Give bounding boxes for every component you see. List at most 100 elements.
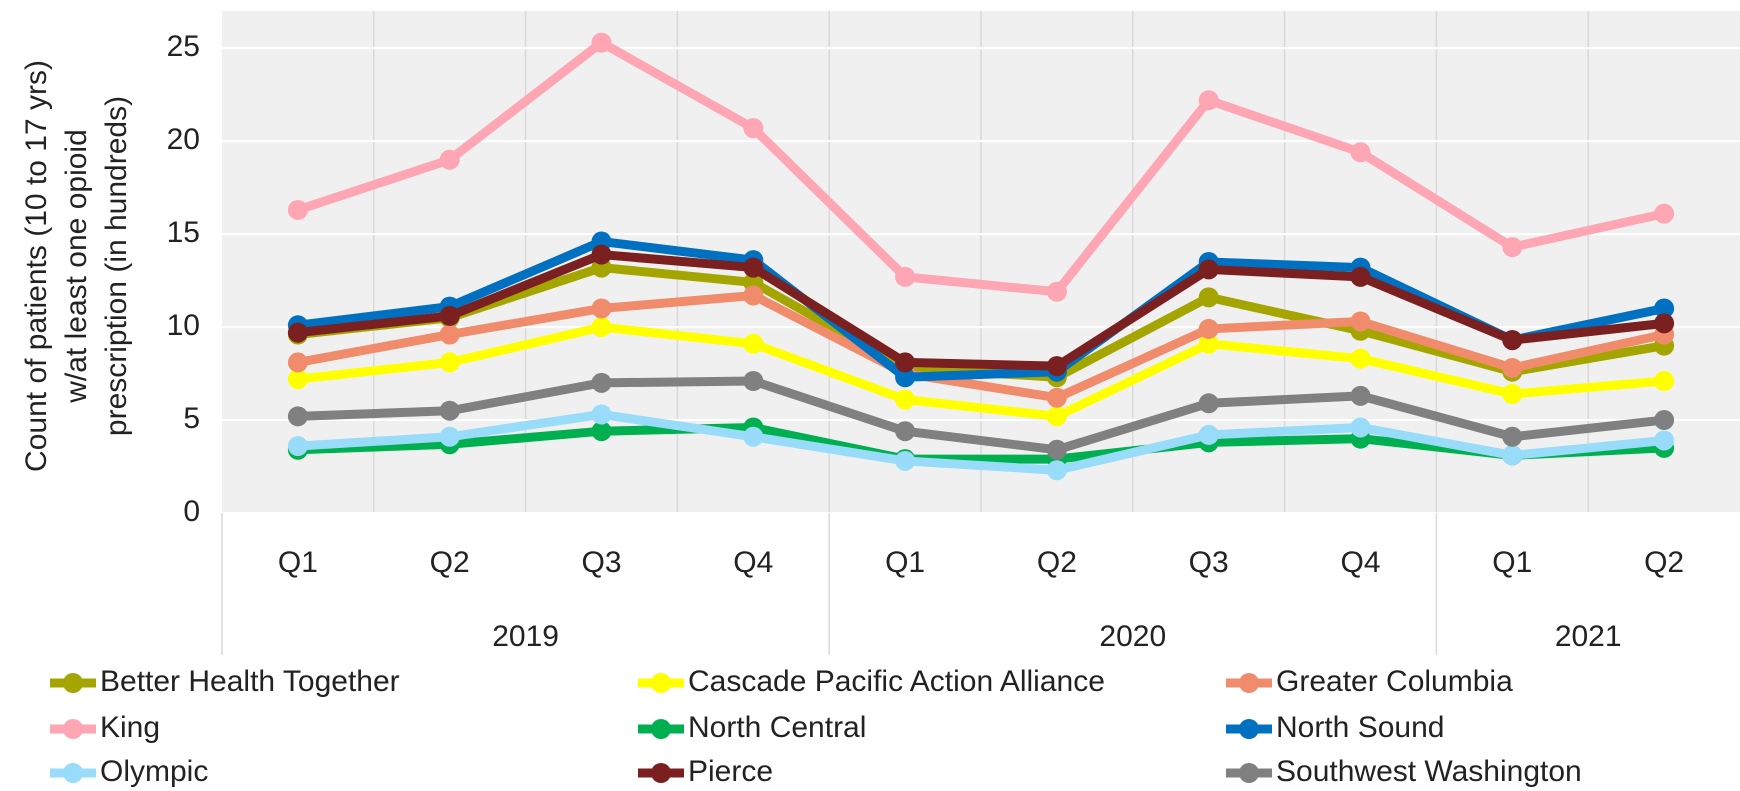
x-tick-label: Q3 <box>1189 546 1229 579</box>
point <box>1046 460 1067 481</box>
legend-marker <box>63 673 83 693</box>
point <box>1502 357 1523 378</box>
series-line <box>297 422 1665 464</box>
point <box>1654 298 1675 319</box>
x-group-label: 2021 <box>1555 620 1622 653</box>
point <box>1502 330 1523 351</box>
y-tick-label: 0 <box>183 495 200 528</box>
x-tick-label: Q2 <box>1037 546 1077 579</box>
point <box>1654 313 1675 334</box>
legend-marker <box>651 763 671 783</box>
point <box>1350 348 1371 369</box>
point <box>287 199 308 220</box>
point <box>591 244 612 265</box>
x-tick-label: Q1 <box>278 546 318 579</box>
legend-label: North Sound <box>1276 711 1444 744</box>
x-tick-label: Q4 <box>1340 546 1380 579</box>
point <box>1198 333 1219 354</box>
legend-marker <box>1239 719 1259 739</box>
point <box>1046 406 1067 427</box>
legend-label: Olympic <box>100 755 208 788</box>
x-tick-label: Q2 <box>430 546 470 579</box>
point <box>895 352 916 373</box>
point <box>743 426 764 447</box>
point <box>439 324 460 345</box>
legend-label: Southwest Washington <box>1276 755 1582 788</box>
point <box>1502 384 1523 405</box>
point <box>1046 439 1067 460</box>
series-line <box>297 250 1665 371</box>
y-axis-title-line: prescription (in hundreds) <box>100 96 133 436</box>
point <box>1502 445 1523 466</box>
point <box>743 118 764 139</box>
legend-label: Pierce <box>688 755 773 788</box>
point <box>439 400 460 421</box>
point <box>591 317 612 338</box>
point <box>591 421 612 442</box>
point <box>1502 237 1523 258</box>
point <box>1198 318 1219 339</box>
point <box>1198 90 1219 111</box>
point <box>1046 356 1067 377</box>
point <box>1350 142 1371 163</box>
x-tick-label: Q2 <box>1644 546 1684 579</box>
point <box>439 305 460 326</box>
point <box>287 406 308 427</box>
x-tick-label: Q1 <box>1492 546 1532 579</box>
point <box>591 404 612 425</box>
point <box>591 372 612 393</box>
point <box>1198 259 1219 280</box>
point <box>1350 311 1371 332</box>
point <box>287 322 308 343</box>
x-group-label: 2019 <box>492 620 559 653</box>
point <box>1046 281 1067 302</box>
series-line <box>297 376 1665 455</box>
point <box>439 352 460 373</box>
point <box>1654 370 1675 391</box>
y-tick-label: 10 <box>167 309 200 342</box>
legend-label: Greater Columbia <box>1276 665 1513 698</box>
legend-label: King <box>100 711 160 744</box>
y-tick-label: 25 <box>167 30 200 63</box>
point <box>1350 385 1371 406</box>
series-line <box>297 290 1666 403</box>
x-group-label: 2020 <box>1099 620 1166 653</box>
point <box>743 370 764 391</box>
point <box>895 266 916 287</box>
point <box>1350 417 1371 438</box>
legend-marker <box>651 719 671 739</box>
y-tick-label: 20 <box>167 123 200 156</box>
legend-label: Cascade Pacific Action Alliance <box>688 665 1105 698</box>
y-axis-title-line: w/at least one opioid <box>60 129 93 404</box>
point <box>1350 266 1371 287</box>
point <box>895 450 916 471</box>
point <box>439 149 460 170</box>
y-tick-label: 15 <box>167 216 200 249</box>
point <box>287 352 308 373</box>
series-line <box>297 409 1665 475</box>
y-axis-title: Count of patients (10 to 17 yrs) w/at lea… <box>20 60 133 472</box>
point <box>743 285 764 306</box>
point <box>1654 410 1675 431</box>
legend-marker <box>651 673 671 693</box>
y-tick-label: 5 <box>183 402 200 435</box>
point <box>1198 287 1219 308</box>
legend-label: North Central <box>688 711 866 744</box>
y-axis-title-line: Count of patients (10 to 17 yrs) <box>20 60 53 472</box>
point <box>287 436 308 457</box>
point <box>1198 393 1219 414</box>
legend-marker <box>1239 673 1259 693</box>
point <box>895 421 916 442</box>
x-tick-label: Q1 <box>885 546 925 579</box>
legend-marker <box>63 763 83 783</box>
legend-marker <box>1239 763 1259 783</box>
point <box>1502 426 1523 447</box>
legend-label: Better Health Together <box>100 665 400 698</box>
point <box>287 369 308 390</box>
legend-marker <box>63 719 83 739</box>
point <box>1654 430 1675 451</box>
series-line <box>296 38 1666 297</box>
point <box>1046 387 1067 408</box>
